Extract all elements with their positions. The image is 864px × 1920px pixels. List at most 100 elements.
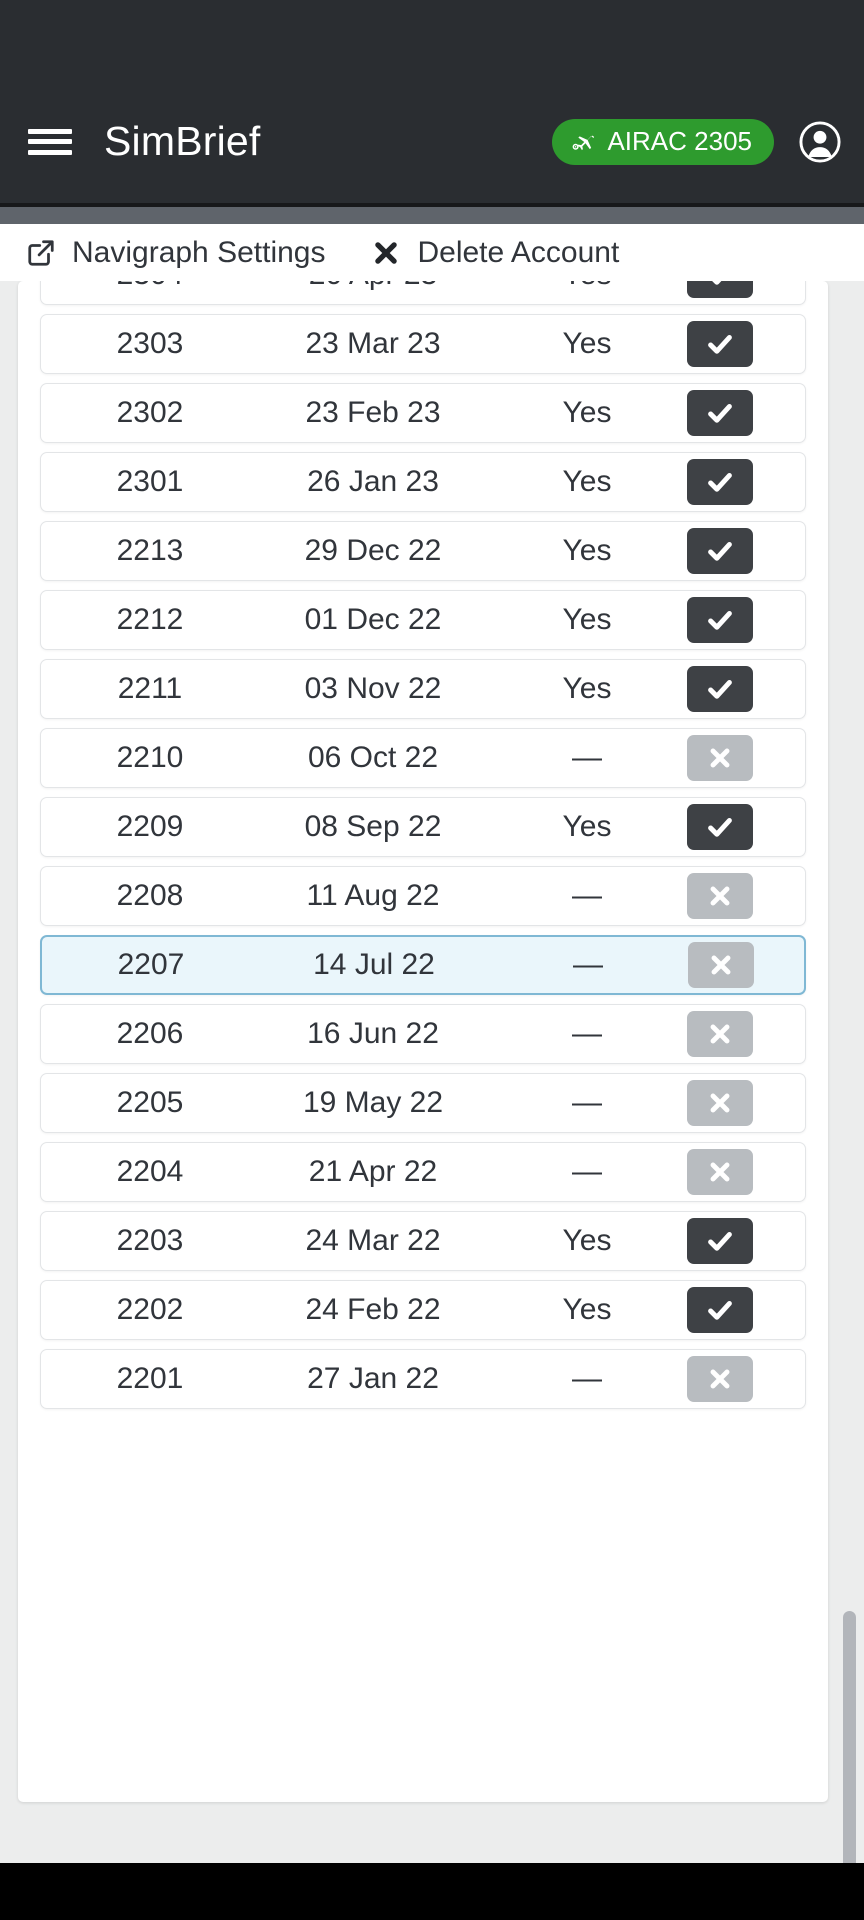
cell-status bbox=[687, 1287, 805, 1333]
airac-label: AIRAC 2305 bbox=[607, 126, 752, 156]
table-row[interactable]: 2210 06 Oct 22 — bbox=[40, 728, 806, 788]
table-row[interactable]: 2212 01 Dec 22 Yes bbox=[40, 590, 806, 650]
cell-cycle: 2213 bbox=[116, 534, 184, 567]
delete-account-button[interactable]: Delete Account bbox=[371, 236, 619, 270]
cell-status bbox=[688, 942, 804, 988]
cell-date: 29 Dec 22 bbox=[304, 534, 442, 567]
cell-status bbox=[687, 321, 805, 367]
table-row[interactable]: 2201 27 Jan 22 — bbox=[40, 1349, 806, 1409]
cell-date: 24 Mar 22 bbox=[305, 1224, 441, 1257]
table-row[interactable]: 2302 23 Feb 23 Yes bbox=[40, 383, 806, 443]
cell-available: Yes bbox=[562, 603, 612, 636]
cell-cycle: 2303 bbox=[116, 327, 184, 360]
cell-status bbox=[687, 1149, 805, 1195]
table-row[interactable]: 2202 24 Feb 22 Yes bbox=[40, 1280, 806, 1340]
status-check-button[interactable] bbox=[687, 390, 753, 436]
table-row[interactable]: 2204 21 Apr 22 — bbox=[40, 1142, 806, 1202]
cell-date: 20 Apr 23 bbox=[259, 281, 487, 292]
cell-status bbox=[687, 459, 805, 505]
cell-cycle: 2201 bbox=[116, 1362, 184, 1395]
status-check-button[interactable] bbox=[687, 281, 753, 298]
cell-cycle: 2302 bbox=[116, 396, 184, 429]
cell-cycle: 2212 bbox=[116, 603, 184, 636]
cell-date: 24 Feb 22 bbox=[305, 1293, 441, 1326]
status-check-button[interactable] bbox=[687, 1287, 753, 1333]
cell-cycle: 2207 bbox=[117, 948, 185, 981]
cell-available: Yes bbox=[562, 1224, 612, 1257]
cell-date: 27 Jan 22 bbox=[307, 1362, 439, 1395]
user-avatar-icon[interactable] bbox=[798, 120, 842, 164]
cell-available: — bbox=[572, 1086, 602, 1119]
cell-date: 16 Jun 22 bbox=[307, 1017, 439, 1050]
cell-available: — bbox=[572, 741, 602, 774]
scrollbar-thumb[interactable] bbox=[843, 1611, 856, 1920]
table-row[interactable]: 2205 19 May 22 — bbox=[40, 1073, 806, 1133]
status-check-button[interactable] bbox=[687, 459, 753, 505]
table-row[interactable]: 2208 11 Aug 22 — bbox=[40, 866, 806, 926]
status-check-button[interactable] bbox=[687, 321, 753, 367]
status-cross-button[interactable] bbox=[687, 735, 753, 781]
delete-account-label: Delete Account bbox=[417, 235, 620, 269]
status-cross-button[interactable] bbox=[687, 873, 753, 919]
cell-date: 14 Jul 22 bbox=[313, 948, 435, 981]
cell-status bbox=[687, 873, 805, 919]
table-row[interactable]: 2209 08 Sep 22 Yes bbox=[40, 797, 806, 857]
navigraph-settings-button[interactable]: Navigraph Settings bbox=[26, 236, 325, 270]
cell-status bbox=[687, 1356, 805, 1402]
page-title: SimBrief bbox=[104, 118, 261, 164]
airac-badge[interactable]: AIRAC 2305 bbox=[552, 118, 774, 165]
cell-cycle: 2206 bbox=[116, 1017, 184, 1050]
status-cross-button[interactable] bbox=[687, 1149, 753, 1195]
cell-status bbox=[687, 666, 805, 712]
cell-available: Yes bbox=[487, 281, 687, 292]
navigraph-settings-label: Navigraph Settings bbox=[72, 235, 326, 269]
status-cross-button[interactable] bbox=[688, 942, 754, 988]
hamburger-icon[interactable] bbox=[28, 125, 72, 159]
status-check-button[interactable] bbox=[687, 1218, 753, 1264]
status-check-button[interactable] bbox=[687, 804, 753, 850]
table-row[interactable]: 2206 16 Jun 22 — bbox=[40, 1004, 806, 1064]
vertical-scrollbar[interactable] bbox=[843, 281, 861, 1920]
cell-available: Yes bbox=[562, 534, 612, 567]
cell-available: Yes bbox=[562, 672, 612, 705]
cell-available: Yes bbox=[562, 396, 612, 429]
status-cross-button[interactable] bbox=[687, 1356, 753, 1402]
cell-cycle: 2203 bbox=[116, 1224, 184, 1257]
cell-date: 26 Jan 23 bbox=[307, 465, 439, 498]
cell-cycle: 2210 bbox=[116, 741, 184, 774]
cell-date: 01 Dec 22 bbox=[304, 603, 442, 636]
settings-toolbar: Navigraph Settings Delete Account bbox=[0, 224, 864, 281]
table-row[interactable]: 2301 26 Jan 23 Yes bbox=[40, 452, 806, 512]
table-row[interactable]: 2207 14 Jul 22 — bbox=[40, 935, 806, 995]
cell-cycle: 2211 bbox=[117, 672, 183, 705]
hamburger-bar bbox=[28, 149, 72, 155]
cell-available: — bbox=[573, 948, 603, 981]
status-cross-button[interactable] bbox=[687, 1011, 753, 1057]
cell-date: 21 Apr 22 bbox=[308, 1155, 438, 1188]
cell-status bbox=[687, 281, 805, 298]
cell-status bbox=[687, 597, 805, 643]
cell-available: Yes bbox=[562, 465, 612, 498]
cell-date: 23 Mar 23 bbox=[305, 327, 441, 360]
status-cross-button[interactable] bbox=[687, 1080, 753, 1126]
table-row[interactable]: 2213 29 Dec 22 Yes bbox=[40, 521, 806, 581]
cell-status bbox=[687, 1080, 805, 1126]
cell-available: — bbox=[572, 1362, 602, 1395]
status-check-button[interactable] bbox=[687, 597, 753, 643]
cell-cycle: 2202 bbox=[116, 1293, 184, 1326]
status-check-button[interactable] bbox=[687, 528, 753, 574]
cell-status bbox=[687, 1218, 805, 1264]
cell-available: — bbox=[572, 1017, 602, 1050]
header-right-group: AIRAC 2305 bbox=[552, 118, 842, 165]
table-row[interactable]: 2211 03 Nov 22 Yes bbox=[40, 659, 806, 719]
cell-date: 11 Aug 22 bbox=[306, 879, 440, 912]
table-row[interactable]: 2303 23 Mar 23 Yes bbox=[40, 314, 806, 374]
cell-date: 08 Sep 22 bbox=[304, 810, 442, 843]
cell-cycle: 2304 bbox=[41, 281, 259, 292]
status-check-button[interactable] bbox=[687, 666, 753, 712]
x-cross-icon bbox=[371, 238, 401, 268]
table-row[interactable]: 2203 24 Mar 22 Yes bbox=[40, 1211, 806, 1271]
